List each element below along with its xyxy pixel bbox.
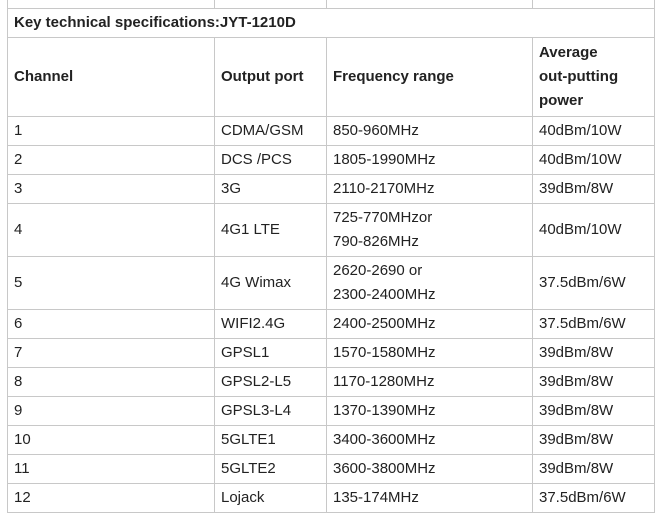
table-row: 6 WIFI2.4G 2400-2500MHz 37.5dBm/6W [7,309,655,339]
cell-channel: 12 [7,483,215,513]
cell-output-port: 5GLTE1 [214,425,327,455]
cell-output-port: 3G [214,174,327,204]
table-row: 10 5GLTE1 3400-3600MHz 39dBm/8W [7,425,655,455]
cell-frequency: 1370-1390MHz [326,396,533,426]
header-power-line3: power [539,92,584,109]
table-row: 12 Lojack 135-174MHz 37.5dBm/6W [7,483,655,513]
cell-power: 39dBm/8W [532,396,655,426]
cell-output-port: DCS /PCS [214,145,327,175]
cell-power: 40dBm/10W [532,145,655,175]
header-power-line1: Average [539,44,598,61]
cell-frequency: 725-770MHzor 790-826MHz [326,203,533,257]
cell-frequency: 850-960MHz [326,116,533,146]
cell-output-port: 4G Wimax [214,256,327,310]
cell-output-port: 4G1 LTE [214,203,327,257]
cell-frequency: 2400-2500MHz [326,309,533,339]
spec-table: Key technical specifications:JYT-1210D C… [7,0,655,513]
table-row: 7 GPSL1 1570-1580MHz 39dBm/8W [7,338,655,368]
cell-frequency-line1: 2620-2690 or [333,262,423,279]
cell-power: 39dBm/8W [532,367,655,397]
cell-output-port: CDMA/GSM [214,116,327,146]
cell-frequency: 135-174MHz [326,483,533,513]
cell-power: 39dBm/8W [532,425,655,455]
table-row: 9 GPSL3-L4 1370-1390MHz 39dBm/8W [7,396,655,426]
table-header-row: Channel Output port Frequency range Aver… [7,37,655,117]
cell-frequency: 2620-2690 or 2300-2400MHz [326,256,533,310]
cell-channel: 4 [7,203,215,257]
cell-channel: 2 [7,145,215,175]
cell-output-port: WIFI2.4G [214,309,327,339]
cell-power: 37.5dBm/6W [532,483,655,513]
cell-power: 40dBm/10W [532,116,655,146]
table-row: 4 4G1 LTE 725-770MHzor 790-826MHz 40dBm/… [7,203,655,257]
cell-output-port: 5GLTE2 [214,454,327,484]
table-title: Key technical specifications:JYT-1210D [7,8,655,38]
header-output-port: Output port [214,37,327,117]
table-row: 2 DCS /PCS 1805-1990MHz 40dBm/10W [7,145,655,175]
cell-channel: 5 [7,256,215,310]
cell-channel: 6 [7,309,215,339]
table-row: 5 4G Wimax 2620-2690 or 2300-2400MHz 37.… [7,256,655,310]
table-title-row: Key technical specifications:JYT-1210D [7,8,655,38]
cell-output-port: GPSL2-L5 [214,367,327,397]
cell-channel: 8 [7,367,215,397]
cell-channel: 1 [7,116,215,146]
cell-frequency-line2: 2300-2400MHz [333,286,436,303]
header-power-line2: out-putting [539,68,619,85]
table-row: 1 CDMA/GSM 850-960MHz 40dBm/10W [7,116,655,146]
cell-channel: 11 [7,454,215,484]
table-row: 3 3G 2110-2170MHz 39dBm/8W [7,174,655,204]
cell-power: 40dBm/10W [532,203,655,257]
cell-channel: 3 [7,174,215,204]
cell-frequency-line1: 725-770MHzor [333,209,433,226]
cell-output-port: Lojack [214,483,327,513]
cell-channel: 7 [7,338,215,368]
header-average-power: Average out-putting power [532,37,655,117]
cell-channel: 9 [7,396,215,426]
cell-frequency: 1170-1280MHz [326,367,533,397]
cell-power: 37.5dBm/6W [532,256,655,310]
cell-power: 39dBm/8W [532,174,655,204]
cell-frequency: 1805-1990MHz [326,145,533,175]
cell-channel: 10 [7,425,215,455]
cell-frequency: 2110-2170MHz [326,174,533,204]
table-row: 8 GPSL2-L5 1170-1280MHz 39dBm/8W [7,367,655,397]
cell-power: 39dBm/8W [532,338,655,368]
cell-frequency: 3600-3800MHz [326,454,533,484]
cell-frequency: 3400-3600MHz [326,425,533,455]
clipped-previous-row [7,0,655,9]
cell-power: 37.5dBm/6W [532,309,655,339]
header-channel: Channel [7,37,215,117]
cell-frequency: 1570-1580MHz [326,338,533,368]
cell-frequency-line2: 790-826MHz [333,233,419,250]
cell-power: 39dBm/8W [532,454,655,484]
header-frequency-range: Frequency range [326,37,533,117]
table-row: 11 5GLTE2 3600-3800MHz 39dBm/8W [7,454,655,484]
cell-output-port: GPSL1 [214,338,327,368]
cell-output-port: GPSL3-L4 [214,396,327,426]
